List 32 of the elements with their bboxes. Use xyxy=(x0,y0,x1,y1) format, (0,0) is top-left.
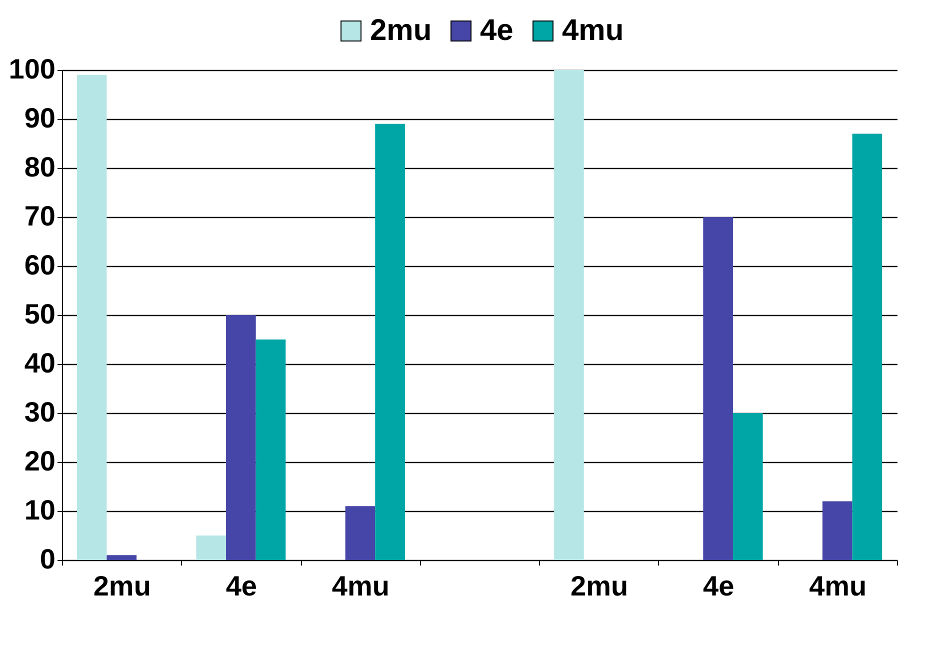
bar xyxy=(106,555,137,560)
x-tick-label: 4e xyxy=(226,570,258,602)
y-tick-label: 100 xyxy=(8,54,56,84)
x-tick-label: 4e xyxy=(702,570,734,602)
x-tick-label: 4mu xyxy=(809,570,867,602)
y-tick-label: 20 xyxy=(24,446,56,476)
bar xyxy=(852,134,882,560)
bar xyxy=(732,413,763,560)
legend-label: 2mu xyxy=(370,14,432,47)
bar xyxy=(703,217,733,560)
y-tick-label: 60 xyxy=(24,250,56,280)
legend-label: 4mu xyxy=(562,14,624,47)
y-tick-label: 80 xyxy=(24,152,56,182)
bar xyxy=(256,340,286,560)
y-tick-label: 30 xyxy=(24,396,56,428)
y-tick-label: 0 xyxy=(40,544,56,574)
y-tick-label: 40 xyxy=(24,348,56,378)
bar xyxy=(822,501,852,560)
bar xyxy=(196,536,226,560)
x-tick-label: 2mu xyxy=(570,570,628,602)
x-tick-label: 4mu xyxy=(332,570,390,602)
bar xyxy=(76,74,107,560)
x-tick-label: 2mu xyxy=(93,570,151,602)
bar xyxy=(345,506,376,560)
legend-label: 4e xyxy=(480,14,514,47)
y-tick-label: 90 xyxy=(24,102,56,134)
bar xyxy=(554,70,584,560)
y-tick-label: 50 xyxy=(24,298,56,330)
bar xyxy=(375,124,405,560)
bar xyxy=(226,315,256,560)
y-tick-label: 10 xyxy=(24,494,56,526)
y-tick-label: 70 xyxy=(24,200,56,232)
